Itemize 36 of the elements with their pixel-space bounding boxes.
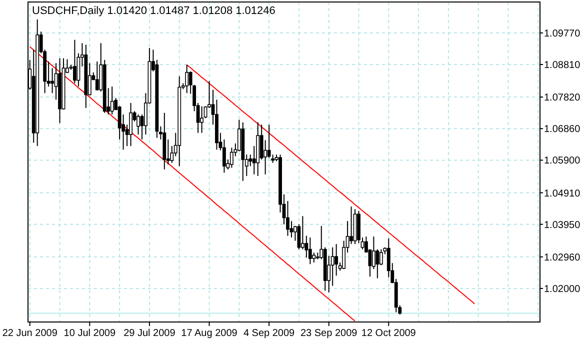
- x-tick-label: 17 Aug 2009: [181, 328, 238, 339]
- x-tick-label: 4 Sep 2009: [243, 328, 296, 339]
- x-tick-label: 10 Jul 2009: [64, 328, 116, 339]
- y-tick-label: 1.04910: [544, 188, 581, 200]
- y-tick-label: 1.07820: [544, 92, 581, 104]
- candlestick: [300, 216, 304, 250]
- candlestick: [312, 252, 316, 263]
- y-tick-label: 1.09770: [544, 28, 581, 40]
- candlestick: [350, 206, 353, 245]
- y-tick-label: 1.02000: [544, 284, 581, 295]
- candlestick: [136, 114, 140, 136]
- chart-title: USDCHF,Daily 1.01420 1.01487 1.01208 1.01246: [32, 5, 276, 17]
- candlestick: [379, 248, 383, 266]
- y-tick-label: 1.06860: [544, 124, 581, 136]
- candlestick: [230, 147, 234, 168]
- line-series: [186, 64, 476, 304]
- candlestick: [334, 244, 338, 276]
- candlestick: [95, 61, 99, 91]
- candlestick: [376, 248, 380, 279]
- candlestick: [290, 220, 294, 238]
- x-tick-label: 23 Sep 2009: [300, 328, 358, 339]
- y-tick-label: 1.08810: [544, 60, 581, 71]
- y-tick-label: 1.02960: [544, 252, 581, 264]
- candlestick: [185, 64, 189, 94]
- candlestick: [50, 68, 54, 94]
- candlestick: [110, 86, 114, 115]
- y-tick-label: 1.03950: [544, 220, 581, 231]
- candlestick: [73, 39, 76, 84]
- x-tick-label: 29 Jul 2009: [124, 328, 176, 339]
- line-series: [29, 46, 356, 322]
- y-tick-label: 1.05900: [544, 156, 581, 167]
- x-tick-label: 12 Oct 2009: [361, 328, 416, 339]
- candlestick: [200, 106, 204, 134]
- candlestick: [129, 102, 132, 147]
- x-tick-label: 22 Jun 2009: [2, 328, 58, 339]
- candlestick: [308, 236, 312, 265]
